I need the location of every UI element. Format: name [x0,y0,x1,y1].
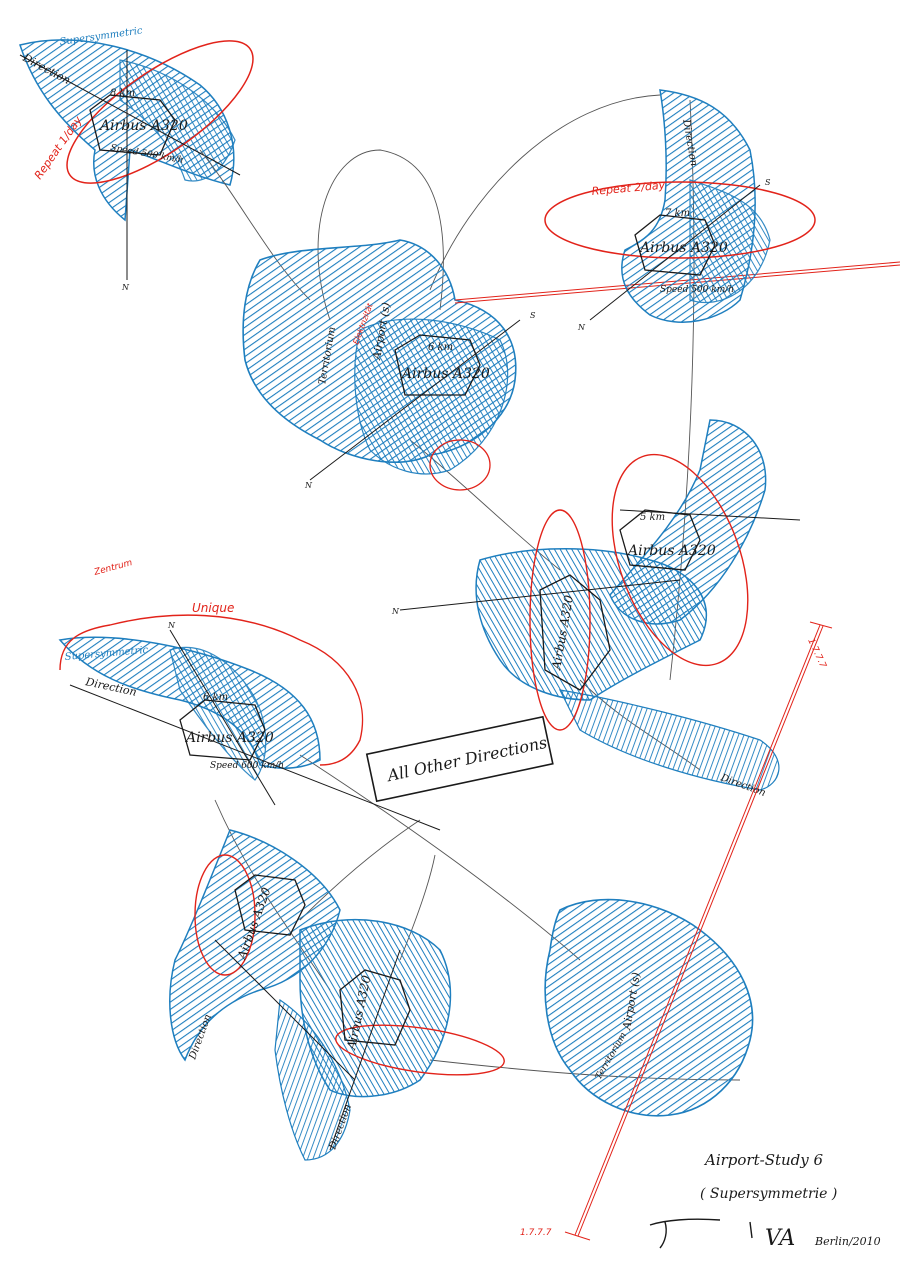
repeat-orbit [544,181,816,259]
axis-line [589,184,761,321]
aircraft-label: Airbus A320 [98,118,188,134]
wing-shape [354,318,509,475]
axis-line [19,54,241,176]
signature-stroke [649,1218,753,1249]
aircraft-label: Airbus A320 [400,366,490,382]
red-axis-tick [809,621,833,629]
aircraft-hexagon [634,214,716,276]
red-axis-line [574,624,821,1236]
caption-title: Airport-Study 6 [703,1151,824,1169]
speed-label: Speed 500 km/h [660,285,734,295]
red-axis-line [577,625,824,1237]
cluster-middle-left: Unique Airbus A320 6 km Speed 600 km/h S… [58,601,441,831]
altitude-label: 6 km [203,692,228,703]
aircraft-label: Airbus A320 [184,730,274,746]
all-other-directions-box: All Other Directions [365,715,554,803]
repeat-orbit [66,40,254,184]
wing-shape [689,179,771,304]
aircraft-hexagon [539,574,611,691]
caption-subtitle: ( Supersymmetrie ) [700,1186,837,1202]
box-frame [365,715,554,803]
cluster-bottom-right: Airport (s) Territorium [544,898,754,1117]
connector-line [429,94,661,291]
altitude-label: 8 km [110,88,135,99]
aircraft-hexagon [234,874,306,936]
cluster-bottom-left: Airbus A320 Airbus A320 Direction Direct… [169,829,505,1161]
repeat-label: Repeat 2/day [591,179,666,198]
wing-shape [475,548,707,701]
unique-bracket [59,614,364,766]
axis-note: 1.7.7.7 [520,1228,552,1238]
wing-shape [274,998,351,1161]
red-axis-tick [564,1231,591,1241]
unique-label: Unique [192,601,234,615]
wing-shape [558,689,780,791]
red-axis [564,621,833,1241]
repeat-orbit [335,1024,505,1076]
north-label: N [304,481,313,490]
axis-line [214,939,356,1081]
aircraft-hexagon [89,94,176,156]
cluster-top-left: Airbus A320 8 km Speed 500 km/h Supersym… [19,25,254,292]
axis-line [309,319,521,481]
south-label: S [765,178,771,187]
north-label: N [167,621,176,630]
aircraft-hexagon [179,699,266,761]
caption-block: Airport-Study 6 ( Supersymmetrie ) VA Be… [649,1151,881,1251]
repeat-orbit [429,439,491,491]
axis-line [619,509,801,521]
blob-shape [544,898,754,1117]
zentrum-label: Zentrum [92,558,134,578]
speed-label: Speed 600 km/h [210,761,284,771]
repeat-orbit [611,453,749,667]
altitude-label: 7 km [665,208,690,219]
south-label: S [530,311,536,320]
cluster-middle-right: Airbus A320 5 km Airbus A320 Direction N [391,419,801,799]
repeat-label: Repeat 1/day [32,114,85,182]
aircraft-hexagon [339,969,411,1046]
aircraft-label: Airbus A320 [626,543,716,559]
aircraft-hexagon [619,509,701,571]
connector-line [299,754,581,961]
north-label: N [391,607,400,616]
wing-shape [119,59,236,182]
north-label: N [577,323,586,332]
axis-line [329,949,401,1151]
cluster-center-upper: Airbus A320 6 km Territorium Airport (s)… [242,239,536,491]
caption-place-year: Berlin/2010 [814,1235,881,1248]
cluster-top-right: Airbus A320 7 km Speed 500 km/h Repeat 2… [544,89,816,332]
connector-line [317,149,444,321]
repeat-orbit [194,854,256,976]
altitude-label: 5 km [640,512,665,523]
aircraft-hexagon [394,334,481,396]
repeat-orbit [529,509,591,731]
north-label: N [121,283,130,292]
altitude-label: 6 km [428,342,453,353]
aircraft-label: Airbus A320 [638,240,728,256]
axis-line [69,684,441,831]
wing-shape [169,646,267,781]
axis-line [169,629,276,806]
signature: VA [765,1226,795,1251]
